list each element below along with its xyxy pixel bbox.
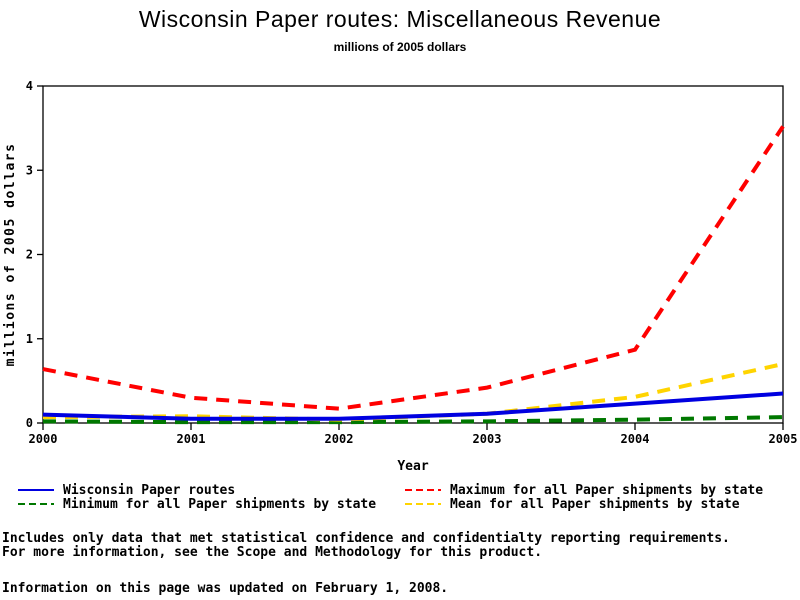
y-tick-label: 1: [26, 332, 33, 346]
y-axis-title: millions of 2005 dollars: [3, 143, 18, 367]
legend-line-swatch: [18, 489, 54, 491]
legend-label: Mean for all Paper shipments by state: [450, 496, 740, 512]
legend-label: Minimum for all Paper shipments by state: [63, 496, 377, 512]
legend-line-swatch: [405, 489, 441, 491]
x-tick-label: 2005: [769, 432, 798, 446]
x-tick-label: 2004: [621, 432, 650, 446]
x-axis-title: Year: [397, 459, 428, 474]
y-tick-label: 3: [26, 163, 33, 177]
series-line-wisconsin-paper-routes: [42, 391, 784, 421]
x-tick-label: 2002: [325, 432, 354, 446]
legend-label: Maximum for all Paper shipments by state: [450, 482, 764, 498]
y-tick-label: 2: [26, 248, 33, 262]
y-tick-label: 0: [26, 416, 33, 430]
legend-line-swatch: [405, 503, 441, 505]
x-tick-label: 2001: [177, 432, 206, 446]
legend-line-swatch: [18, 503, 54, 505]
x-tick-label: 2000: [29, 432, 58, 446]
y-tick-label: 4: [26, 79, 33, 93]
legend: Wisconsin Paper routes Maximum for all Pa…: [18, 482, 796, 512]
legend-item: Mean for all Paper shipments by state: [405, 496, 796, 512]
footnote-line-2: For more information, see the Scope and …: [2, 544, 543, 560]
footnote-line-1: Includes only data that met statistical …: [2, 531, 730, 546]
plot-frame: [42, 85, 784, 424]
series-line-mean-for-all-paper-shipments-by-state: [42, 362, 784, 422]
footnote: Includes only data that met statistical …: [2, 532, 798, 559]
chart-title: Wisconsin Paper routes: Miscellaneous Re…: [138, 6, 662, 32]
legend-item: Wisconsin Paper routes: [18, 482, 405, 498]
legend-label: Wisconsin Paper routes: [63, 482, 236, 498]
updated-date-line: Information on this page was updated on …: [2, 581, 449, 596]
series-line-minimum-for-all-paper-shipments-by-state: [42, 415, 784, 425]
legend-item: Minimum for all Paper shipments by state: [18, 496, 405, 512]
plot-area: 0 1 2 3 4 2000 2001 2002 2003 2004 2005 Year million…: [3, 79, 798, 474]
chart-subtitle: millions of 2005 dollars: [333, 40, 467, 54]
series-line-maximum-for-all-paper-shipments-by-state: [42, 125, 785, 411]
legend-item: Maximum for all Paper shipments by state: [405, 482, 796, 498]
x-tick-label: 2003: [473, 432, 502, 446]
